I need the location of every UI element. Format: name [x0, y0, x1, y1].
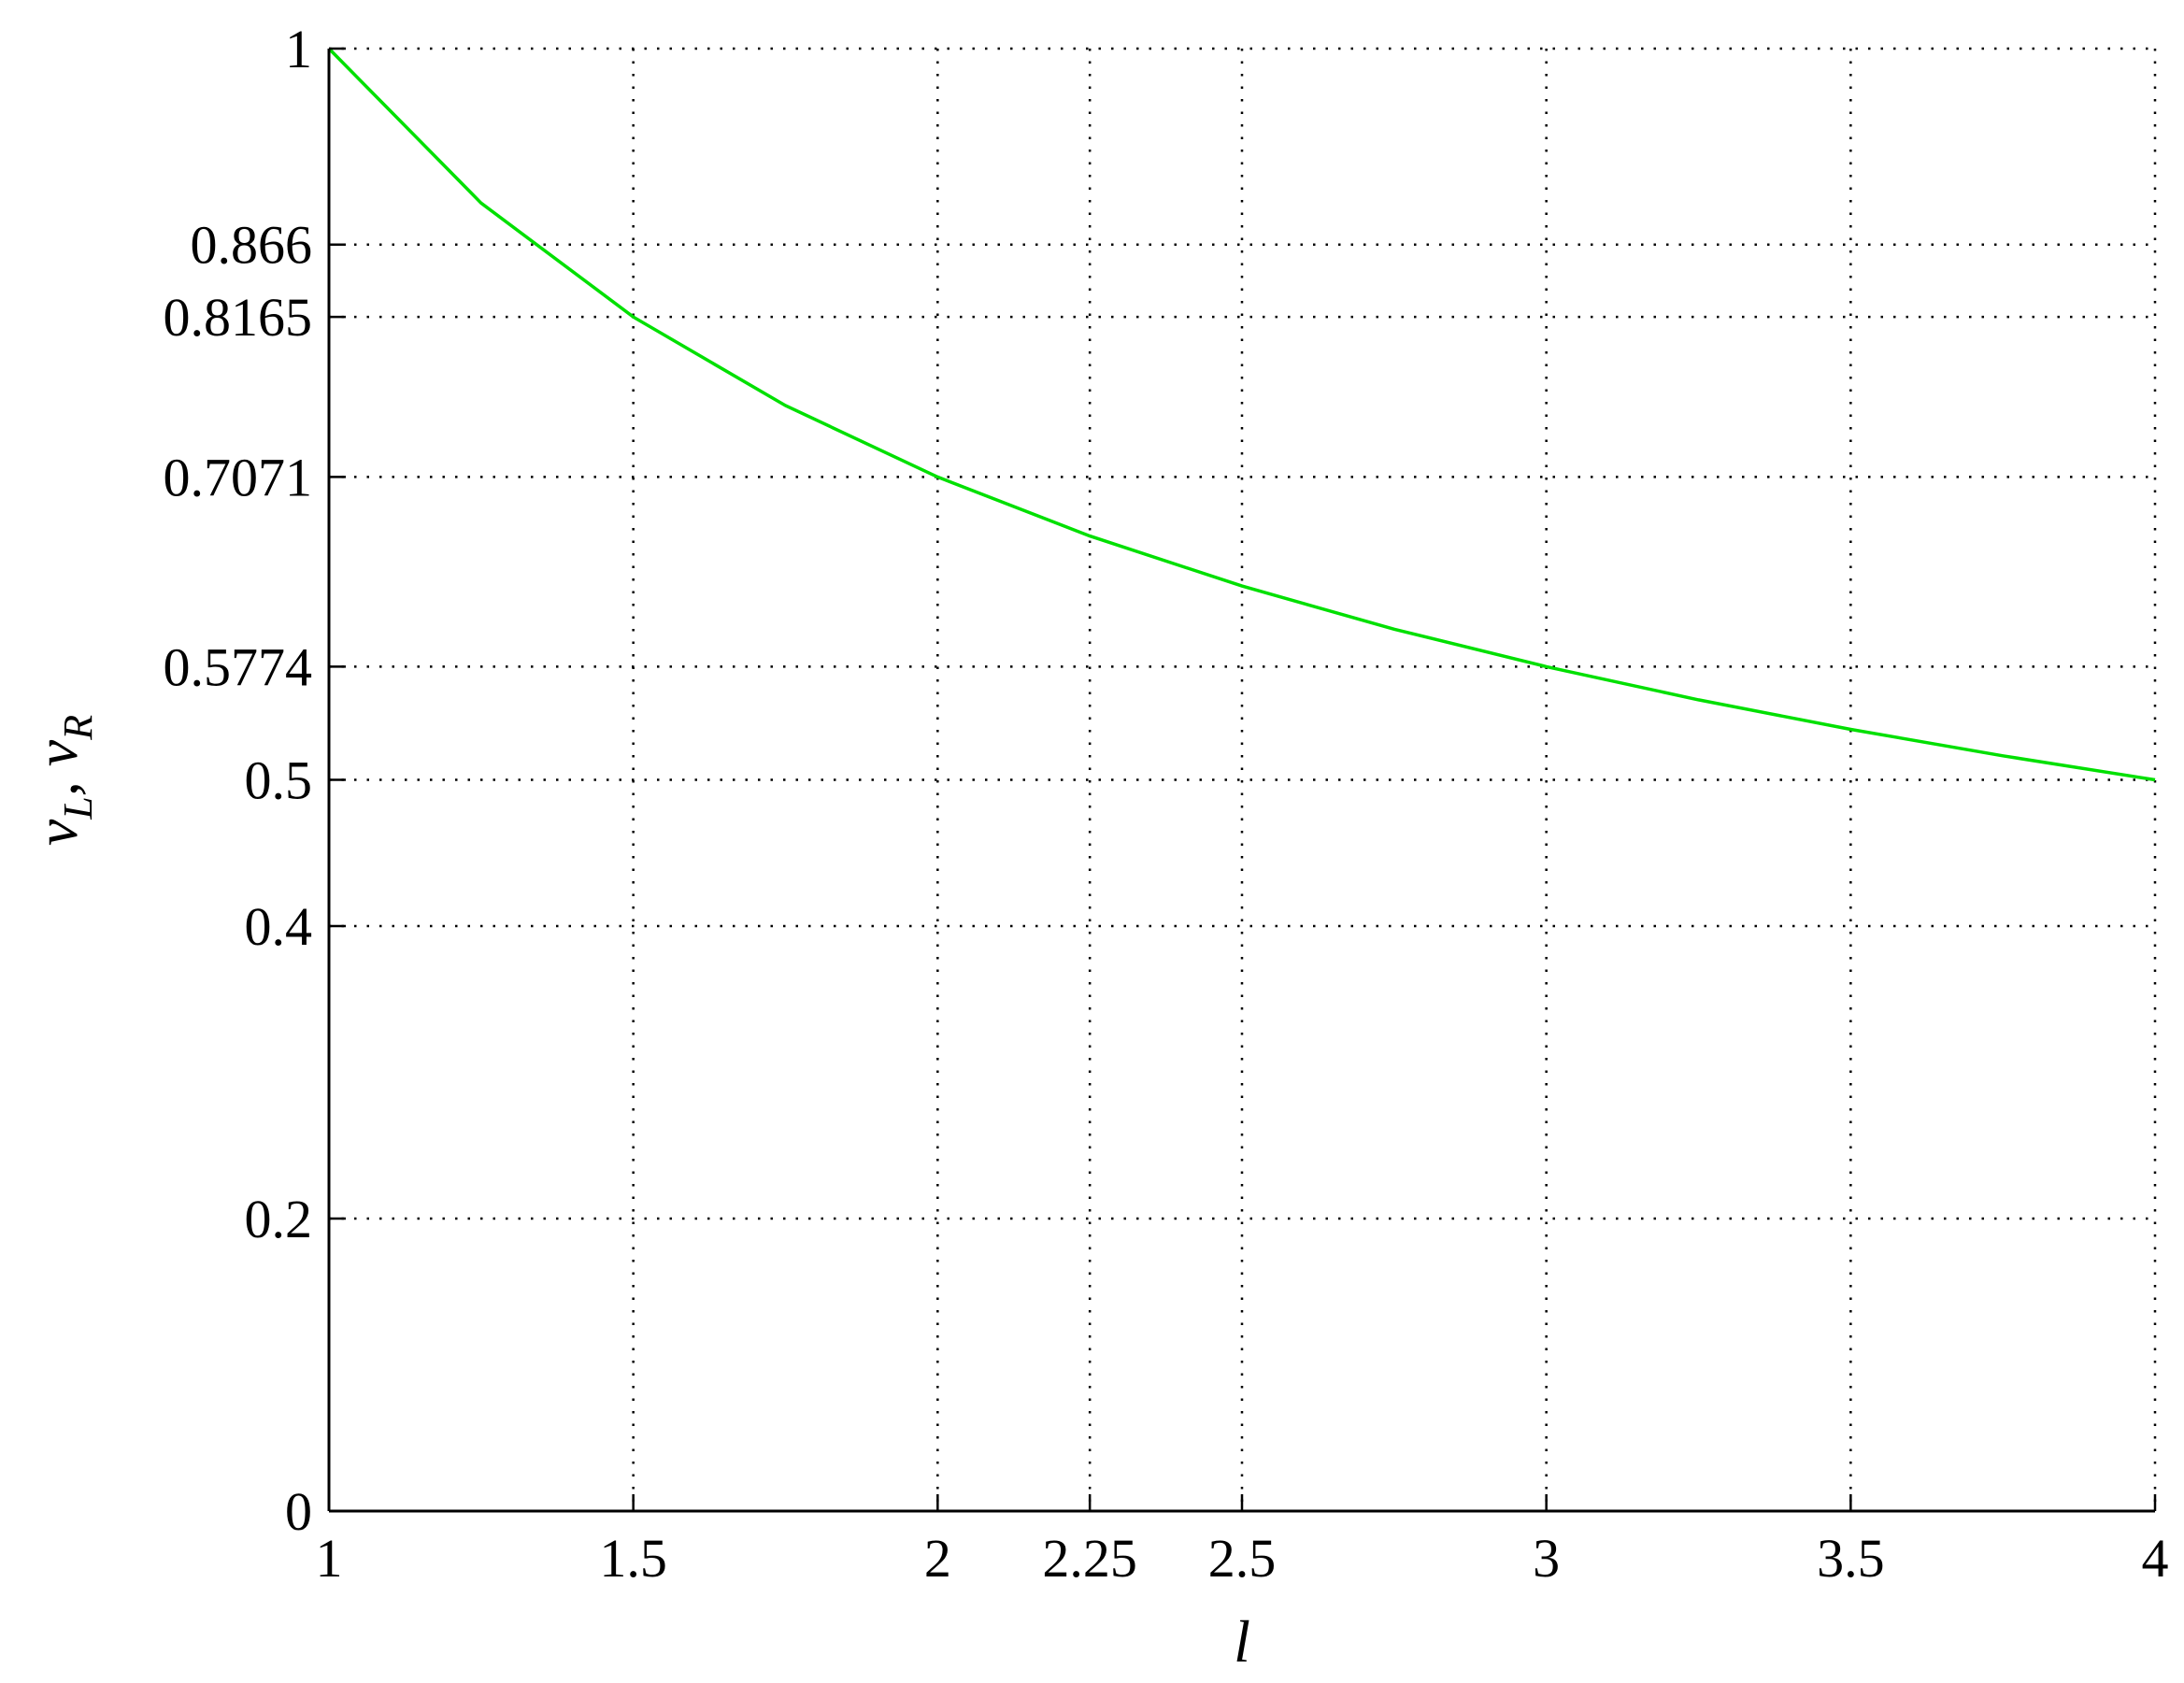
y-axis-label-v2: v — [23, 739, 90, 766]
grid — [329, 47, 2157, 1511]
x-tick-label: 3.5 — [1817, 1528, 1885, 1589]
y-axis-ticks: 0 0.2 0.4 0.5 0.5774 0.7071 0.8165 0.866 1 — [164, 19, 346, 1542]
x-axis-label: l — [1234, 1608, 1250, 1675]
x-tick-label: 2 — [924, 1528, 951, 1589]
x-tick-label: 4 — [2142, 1528, 2169, 1589]
y-tick-label: 0.7071 — [164, 447, 313, 507]
x-axis-ticks: 1 1.5 2 2.25 2.5 3 3.5 4 — [316, 1494, 2169, 1589]
y-axis-label-sep: , — [23, 766, 90, 796]
y-tick-label: 0.8165 — [164, 287, 313, 348]
x-tick-label: 2.5 — [1208, 1528, 1277, 1589]
y-tick-label: 0.866 — [191, 215, 313, 276]
series-line-1 — [327, 47, 2156, 782]
series-group — [327, 47, 2156, 782]
x-tick-label: 1.5 — [599, 1528, 667, 1589]
y-tick-label: 0.5774 — [164, 636, 313, 697]
y-tick-label: 0 — [285, 1481, 312, 1542]
y-axis-label: vL, vR — [23, 715, 101, 846]
x-tick-label: 3 — [1533, 1528, 1560, 1589]
y-tick-label: 0.5 — [245, 750, 313, 811]
x-tick-label: 2.25 — [1042, 1528, 1137, 1589]
y-tick-label: 0.2 — [245, 1189, 313, 1249]
y-tick-label: 0.4 — [245, 896, 313, 957]
x-tick-label: 1 — [316, 1528, 343, 1589]
y-axis-label-sub1: L — [55, 796, 101, 820]
y-tick-label: 1 — [285, 19, 312, 79]
y-axis-label-v1: v — [23, 819, 90, 846]
y-axis-label-sub2: R — [55, 715, 101, 741]
